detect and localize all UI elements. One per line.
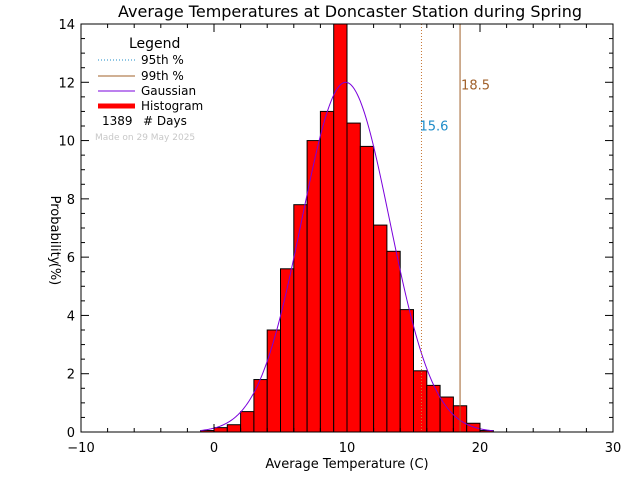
y-axis: 0 2 4 6 8 10 12 14 xyxy=(58,18,613,441)
histogram-bar-15 xyxy=(399,309,415,433)
y-tick-label: 14 xyxy=(58,18,75,33)
histogram-bar-2 xyxy=(226,424,242,433)
y-tick-label: 8 xyxy=(67,193,75,208)
made-on-note: Made on 29 May 2025 xyxy=(95,133,195,143)
p95-value-label: 15.6 xyxy=(419,119,448,134)
x-tick-label: 30 xyxy=(605,441,622,456)
gaussian-curve xyxy=(200,81,494,432)
histogram-bar-17 xyxy=(426,384,441,433)
y-tick-label: 2 xyxy=(67,368,75,383)
y-tick-label: 6 xyxy=(67,251,75,266)
legend-gaussian-label: Gaussian xyxy=(141,84,196,98)
percentile-layer: 15.6 18.5 xyxy=(419,24,490,432)
histogram-bar-9 xyxy=(319,110,335,433)
p99-value-label: 18.5 xyxy=(461,79,490,94)
legend-title: Legend xyxy=(129,36,180,52)
y-tick-label: 4 xyxy=(67,309,75,324)
histogram-bar-13 xyxy=(373,224,388,433)
histogram-bar-11 xyxy=(346,122,361,433)
histogram-bar-6 xyxy=(280,268,295,433)
x-axis: −10 0 10 20 30 xyxy=(67,24,621,456)
histogram-bar-18 xyxy=(439,396,454,433)
legend-p99-label: 99th % xyxy=(141,69,184,83)
histogram-bar-7 xyxy=(293,204,308,433)
histogram-bar-16 xyxy=(413,370,428,433)
y-tick-label: 0 xyxy=(67,426,75,441)
x-tick-label: 0 xyxy=(210,441,218,456)
y-axis-label-bottom: (%) xyxy=(47,263,62,286)
legend-days-label: # Days xyxy=(143,114,187,128)
gaussian-layer xyxy=(200,81,494,432)
y-tick-label: 10 xyxy=(58,135,75,150)
histogram-bar-12 xyxy=(359,145,375,433)
histogram-bar-1 xyxy=(213,427,228,433)
y-axis-label-top: Probability xyxy=(47,196,62,265)
bars-layer xyxy=(200,23,494,433)
y-tick-label: 12 xyxy=(58,76,75,91)
legend: Legend 95th % 99th % Gaussian Histogram … xyxy=(95,36,203,143)
histogram-bar-5 xyxy=(266,329,282,433)
legend-days-count: 1389 xyxy=(102,114,133,128)
legend-histogram-label: Histogram xyxy=(141,99,203,113)
x-axis-label: Average Temperature (C) xyxy=(265,457,428,472)
legend-p95-label: 95th % xyxy=(141,53,184,67)
histogram-bar-14 xyxy=(386,250,401,433)
x-tick-label: 20 xyxy=(472,441,489,456)
x-tick-label: −10 xyxy=(67,441,94,456)
chart-title: Average Temperatures at Doncaster Statio… xyxy=(118,2,582,21)
histogram-bar-4 xyxy=(253,379,268,433)
x-tick-label: 10 xyxy=(339,441,356,456)
histogram-bar-20 xyxy=(466,422,481,433)
histogram-bar-3 xyxy=(240,411,255,433)
